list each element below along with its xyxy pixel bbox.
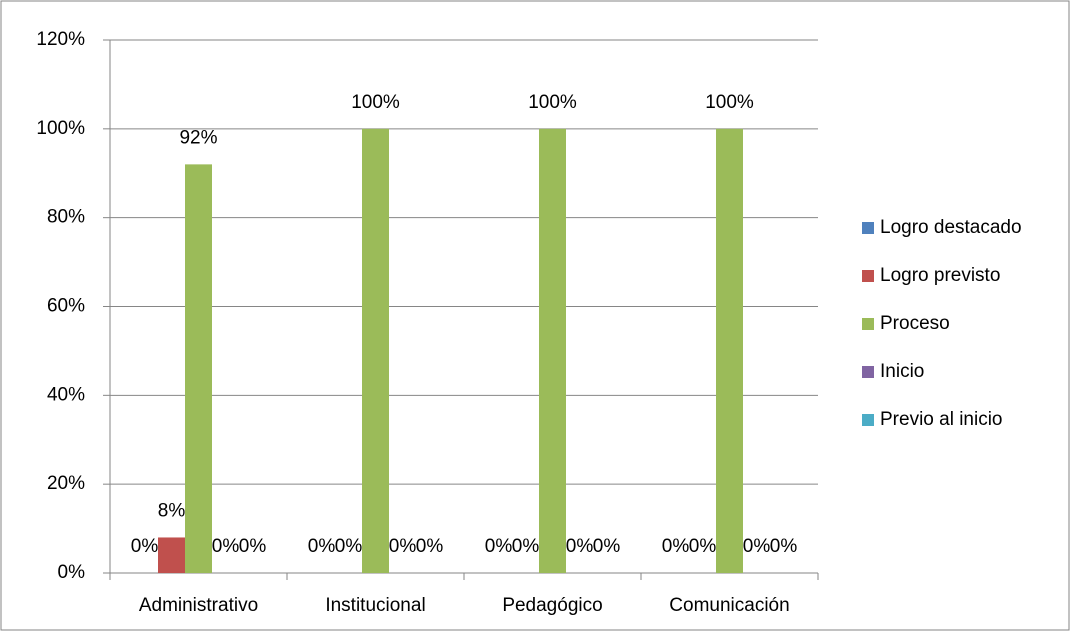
legend-label: Proceso [880,313,950,334]
data-label: 0% [308,536,336,557]
legend-swatch [862,222,874,234]
y-tick-label: 120% [36,29,85,50]
legend-swatch [862,366,874,378]
y-tick-label: 0% [58,562,86,583]
legend-swatch [862,270,874,282]
legend-label: Previo al inicio [880,409,1003,430]
y-tick-label: 60% [47,296,85,317]
data-label: 0% [416,536,444,557]
legend-label: Logro previsto [880,265,1000,286]
bar [362,128,389,574]
y-tick-label: 80% [47,207,85,228]
data-label: 0% [662,536,690,557]
bar [539,128,566,574]
y-tick-label: 100% [36,118,85,139]
legend-swatch [862,414,874,426]
legend-label: Logro destacado [880,217,1022,238]
bar [716,128,743,574]
x-tick-label: Administrativo [139,595,258,616]
data-label: 100% [705,92,754,113]
legend-label: Inicio [880,361,924,382]
data-label: 0% [239,536,267,557]
data-label: 0% [131,536,159,557]
y-tick-label: 40% [47,384,85,405]
legend-swatch [862,318,874,330]
data-label: 0% [566,536,594,557]
data-label: 0% [743,536,771,557]
y-tick-label: 20% [47,473,85,494]
bar [185,164,212,573]
data-label: 0% [512,536,540,557]
data-label: 100% [528,92,577,113]
data-label: 0% [389,536,417,557]
x-tick-label: Comunicación [669,595,789,616]
data-label: 100% [351,92,400,113]
bar [158,537,185,573]
data-label: 0% [770,536,798,557]
data-label: 8% [158,500,186,521]
data-label: 0% [485,536,513,557]
x-tick-label: Institucional [325,595,425,616]
data-label: 0% [689,536,717,557]
data-label: 92% [179,127,217,148]
x-tick-label: Pedagógico [502,595,602,616]
data-label: 0% [593,536,621,557]
data-label: 0% [335,536,363,557]
data-label: 0% [212,536,240,557]
